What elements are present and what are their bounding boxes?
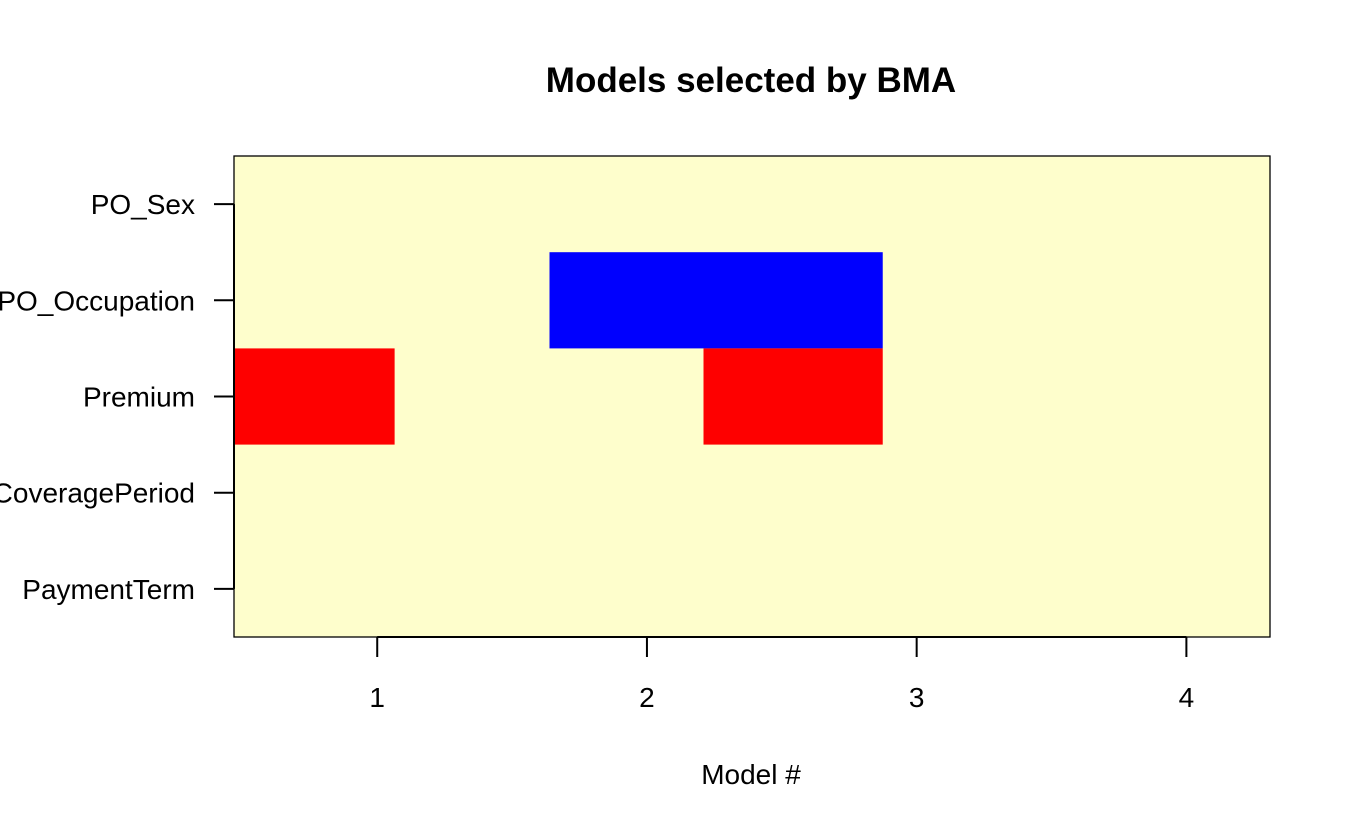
x-tick-label: 1 [369, 682, 385, 713]
y-axis: PO_Sex PO_Occupation Premium CoveragePeriod… [0, 189, 235, 605]
chart-title: Models selected by BMA [546, 61, 956, 100]
x-tick-label: 2 [639, 682, 655, 713]
y-tick-label: PO_Occupation [0, 285, 195, 316]
heatmap-cell-po-occupation-model-3 [549, 252, 704, 349]
y-tick-label: Premium [83, 382, 195, 413]
x-axis: 1 2 3 4 [369, 636, 1195, 713]
x-tick-label: 4 [1179, 682, 1195, 713]
y-tick-label: CoveragePeriod [0, 478, 195, 509]
heatmap-cell-premium-model-4 [703, 348, 883, 445]
heatmap-cell-po-occupation-model-4 [703, 252, 883, 349]
plot-area [233, 155, 1271, 638]
x-axis-label: Model # [701, 759, 801, 790]
heatmap-cell-premium-model-1 [234, 348, 395, 445]
y-tick-label: PO_Sex [91, 189, 195, 220]
y-tick-label: PaymentTerm [22, 574, 195, 605]
x-tick-label: 3 [909, 682, 925, 713]
